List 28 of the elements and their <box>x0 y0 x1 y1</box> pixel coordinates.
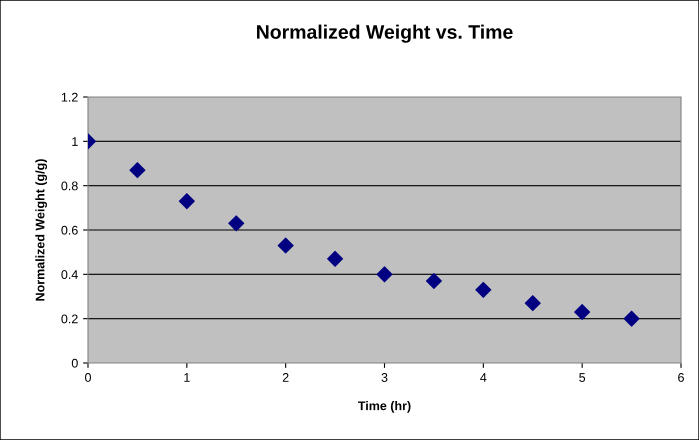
y-axis-title: Normalized Weight (g/g) <box>35 159 48 301</box>
point <box>178 193 195 210</box>
point <box>426 272 442 290</box>
x-tick-label: 4 <box>480 373 486 382</box>
x-tick-label: 5 <box>579 373 586 382</box>
chart-title: Normalized Weight vs. Time <box>257 24 513 43</box>
point <box>327 250 344 267</box>
point <box>475 282 492 298</box>
x-tick-label: 3 <box>382 373 388 382</box>
y-tick-label: 0.2 <box>61 314 78 324</box>
y-tick-label: 1 <box>72 137 78 146</box>
x-axis-title: Time (hr) <box>358 401 411 413</box>
point <box>278 237 294 254</box>
point <box>524 295 541 312</box>
y-tick-label: 1.2 <box>62 92 78 102</box>
point <box>574 304 590 320</box>
y-tick-label: 0.6 <box>61 226 78 235</box>
x-tick-label: 6 <box>678 373 684 382</box>
point <box>624 310 640 327</box>
y-tick-label: 0.4 <box>61 270 78 279</box>
y-tick-label: 0 <box>72 358 78 368</box>
point <box>376 266 393 282</box>
x-tick-label: 0 <box>85 373 91 382</box>
x-tick-label: 2 <box>282 373 289 382</box>
point <box>228 215 244 232</box>
y-tick-label: 0.8 <box>61 181 78 190</box>
point <box>129 162 146 178</box>
x-tick-label: 1 <box>184 373 190 382</box>
